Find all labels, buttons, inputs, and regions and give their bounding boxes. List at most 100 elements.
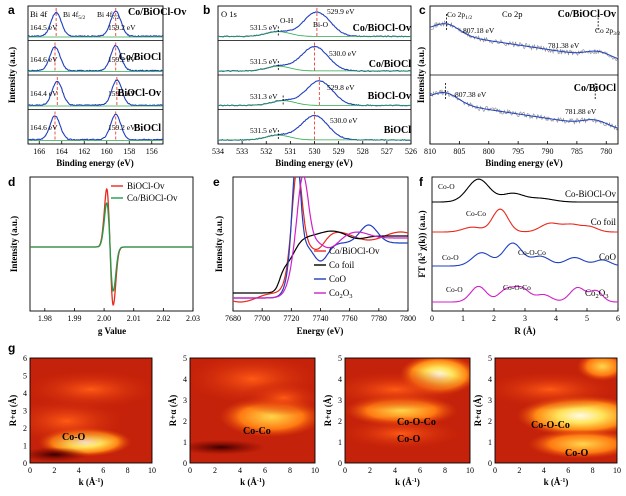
x-label-main: k (Å xyxy=(544,477,561,487)
panel-a-value-2l: 164.6 eV xyxy=(30,55,58,64)
wavelet-map-4: 0 2 4 6 8 10 0 1 2 3 4 5 R+α (Å) k (Å-1) xyxy=(473,354,621,487)
panel-c-value-1r: 781.38 eV xyxy=(548,41,580,50)
panel-a-sample-2: Co/BiOCl xyxy=(119,52,161,63)
panel-f-coo-1: Co-O xyxy=(438,182,455,191)
panel-a-peak-label-1: Bi 4f5/2 xyxy=(63,10,85,21)
x-tick-label: 4 xyxy=(554,314,558,323)
panel-b-spectra xyxy=(218,8,411,141)
map-intensity-blob xyxy=(576,358,617,382)
panel-f-sample-4: Co2O3 xyxy=(585,288,609,300)
x-tick-label: 162 xyxy=(78,147,90,156)
panel-e-legend-2: Co foil xyxy=(329,260,355,270)
map-intensity-blob xyxy=(240,380,315,416)
map-frame xyxy=(29,357,153,464)
y-tick-label: 1 xyxy=(23,442,27,451)
x-tick-label: 0 xyxy=(430,314,434,323)
map-intensity-blob xyxy=(345,415,470,452)
map-y-label: R+α (Å) xyxy=(8,395,18,426)
x-tick-label: 532 xyxy=(260,147,272,156)
panel-a-value-3r: 159.1 eV xyxy=(108,89,136,98)
panel-e-legend-1: Co/BiOCl-Ov xyxy=(329,246,380,256)
y-tick-label: 3 xyxy=(23,407,27,416)
y-tick-label: 4 xyxy=(338,375,342,384)
y-tick-label: 4 xyxy=(488,375,492,384)
panel-e-legend-3: CoO xyxy=(329,274,347,284)
x-tick-label: 529 xyxy=(333,147,345,156)
panel-c-title: Co 2p xyxy=(502,9,523,19)
xanes-curve xyxy=(233,177,408,299)
x-tick-label: 4 xyxy=(393,466,397,475)
epr-curve xyxy=(30,202,193,292)
wavelet-map-2: 0 2 4 6 8 10 0 1 2 3 4 5 R+α (Å) k (Å-1) xyxy=(168,354,319,487)
panel-e-x-label: Energy (eV) xyxy=(297,326,344,336)
panel-label-g: g xyxy=(8,341,15,355)
x-tick-label: 528 xyxy=(357,147,369,156)
panel-a-sample-4: BiOCl xyxy=(134,123,161,134)
y-tick-label: 2 xyxy=(488,417,492,426)
x-tick-label: 160 xyxy=(101,147,113,156)
x-tick-label: 4 xyxy=(542,466,546,475)
map-frame xyxy=(189,357,316,464)
x-tick-label: 3 xyxy=(523,314,527,323)
y-tick-label: 4 xyxy=(23,389,27,398)
panel-b-x-ticks: 534 533 532 531 530 529 528 527 526 xyxy=(212,141,417,156)
panel-a-value-1l: 164.5 eV xyxy=(30,23,58,32)
x-tick-label: 2.02 xyxy=(156,314,170,323)
x-tick-label: 2 xyxy=(492,314,496,323)
x-tick-label: 7720 xyxy=(283,314,299,323)
y-tick-label: 1 xyxy=(338,438,342,447)
x-tick-label: 531 xyxy=(284,147,296,156)
panel-f-coo-3: Co-O xyxy=(442,253,459,262)
x-tick-label: 810 xyxy=(424,147,436,156)
x-label-end: ) xyxy=(262,477,265,487)
panel-f-sample-1: Co-BiOCl-Ov xyxy=(565,189,617,199)
panel-a-value-2r: 159.2 eV xyxy=(108,55,136,64)
panel-f-x-ticks: 0 1 2 3 4 5 6 xyxy=(430,308,620,323)
panel-d-frame xyxy=(29,176,194,312)
panel-d-x-label: g Value xyxy=(98,326,126,336)
x-tick-label: 1.99 xyxy=(67,314,81,323)
map-x-label: k (Å-1) xyxy=(544,477,569,487)
x-tick-label: 7800 xyxy=(400,314,416,323)
x-tick-label: 0 xyxy=(343,466,347,475)
spectrum-fit xyxy=(430,23,618,60)
map-intensity-blob xyxy=(30,447,89,462)
x-tick-label: 2 xyxy=(517,466,521,475)
panel-label-d: d xyxy=(8,175,15,189)
y-tick-label: 5 xyxy=(488,354,492,363)
x-tick-label: 2.01 xyxy=(127,314,141,323)
panel-a-value-3l: 164.4 eV xyxy=(30,89,58,98)
x-tick-label: 1.98 xyxy=(38,314,52,323)
spectrum-fit xyxy=(28,44,163,73)
x-tick-label: 4 xyxy=(238,466,242,475)
x-tick-label: 8 xyxy=(126,466,130,475)
y-tick-label: 3 xyxy=(338,396,342,405)
panel-a: 166 164 162 160 158 156 a Bi 4f Bi 4f5/2 Bi 4… xyxy=(7,3,186,168)
x-tick-label: 10 xyxy=(466,466,474,475)
panel-g-map4-label-2: Co-O xyxy=(565,448,589,459)
panel-f-spectra xyxy=(432,178,618,303)
y-tick-label: 3 xyxy=(488,396,492,405)
x-tick-label: 0 xyxy=(493,466,497,475)
x-label-main: k (Å xyxy=(240,477,257,487)
x-label-end: ) xyxy=(100,477,103,487)
x-tick-label: 0 xyxy=(188,466,192,475)
y-tick-label: 5 xyxy=(23,372,27,381)
panel-b-value-3r: 529.8 eV xyxy=(327,83,355,92)
panel-f-x-label: R (Å) xyxy=(514,326,535,336)
map-y-label: R+α (Å) xyxy=(323,395,333,426)
panel-label-c: c xyxy=(419,3,426,17)
xanes-curve xyxy=(233,230,408,294)
spectrum-fit xyxy=(430,91,618,129)
x-label-main: k (Å xyxy=(395,477,412,487)
map-y-label: R+α (Å) xyxy=(473,395,483,426)
x-tick-label: 7760 xyxy=(342,314,358,323)
x-tick-label: 166 xyxy=(33,147,45,156)
panel-g-map1-label: Co-O xyxy=(62,432,86,443)
map-intensity-blob xyxy=(190,439,265,455)
x-tick-label: 795 xyxy=(512,147,524,156)
map-x-label: k (Å-1) xyxy=(79,477,104,487)
panel-b-value-4r: 530.0 eV xyxy=(330,116,358,125)
map-fill xyxy=(345,358,470,463)
ft-curve xyxy=(432,208,618,233)
